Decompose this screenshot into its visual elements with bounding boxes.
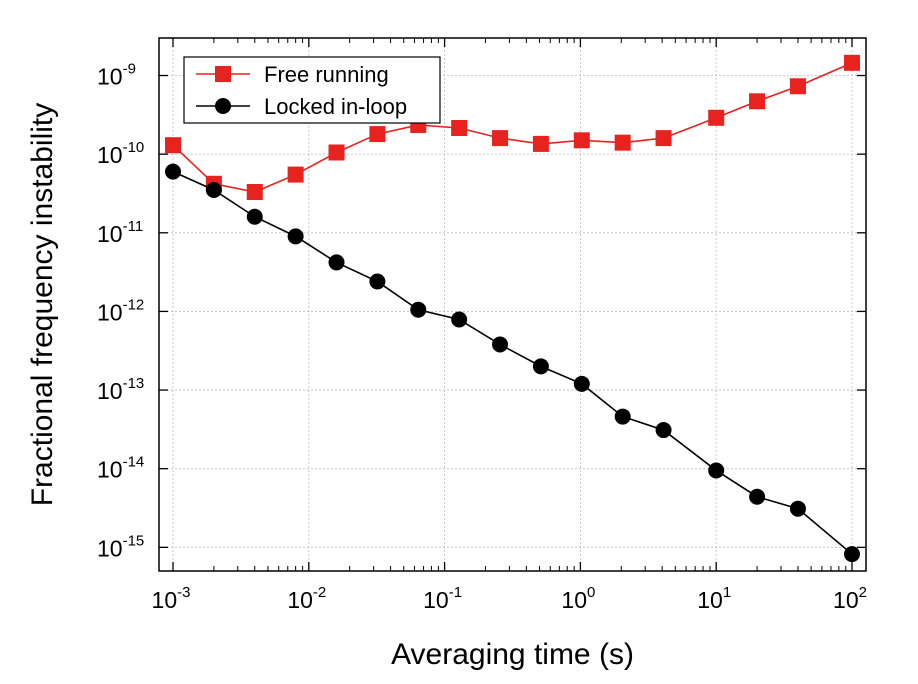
y-tick-label: 10-9 xyxy=(97,61,136,90)
data-point-circle xyxy=(369,273,386,290)
legend-entry: Free running xyxy=(196,62,389,87)
data-point-square xyxy=(844,54,860,71)
data-point-square xyxy=(749,93,766,110)
data-point-circle xyxy=(749,488,766,505)
y-axis-label: Fractional frequency instability xyxy=(26,103,59,507)
data-point-square xyxy=(573,132,590,149)
legend: Free running Locked in-loop xyxy=(183,56,441,124)
x-tick-label: 101 xyxy=(697,584,731,613)
data-point-circle xyxy=(789,500,806,517)
legend-marker-square xyxy=(215,66,231,82)
data-point-circle xyxy=(708,462,725,479)
legend-entries: Free running Locked in-loop xyxy=(196,62,407,119)
ticks xyxy=(159,38,866,571)
y-tick-label: 10-14 xyxy=(97,454,144,483)
data-point-square xyxy=(451,120,468,137)
data-point-square xyxy=(492,130,509,147)
y-tick-label: 10-11 xyxy=(97,218,143,247)
data-point-square xyxy=(789,78,806,95)
data-point-circle xyxy=(410,301,427,318)
y-tick-label: 10-13 xyxy=(97,375,144,404)
data-point-square xyxy=(708,109,725,126)
legend-marker-circle xyxy=(215,98,231,114)
series-layer xyxy=(165,54,860,563)
x-tick-label: 102 xyxy=(833,584,867,613)
y-tick-label: 10-10 xyxy=(97,139,144,168)
x-tick-label: 100 xyxy=(561,584,595,613)
data-point-circle xyxy=(614,408,631,425)
data-point-square xyxy=(287,166,304,183)
data-point-circle xyxy=(287,228,304,245)
legend-label: Locked in-loop xyxy=(264,94,407,119)
data-point-circle xyxy=(165,163,181,180)
data-point-circle xyxy=(532,358,549,375)
data-point-square xyxy=(614,134,631,151)
x-tick-labels: 10-3 10-2 10-1 100 101 102 xyxy=(152,584,867,613)
data-point-square xyxy=(532,135,549,152)
data-point-circle xyxy=(573,375,590,392)
x-tick-label: 10-2 xyxy=(287,584,326,613)
legend-label: Free running xyxy=(264,62,389,87)
data-point-circle xyxy=(451,311,468,328)
x-tick-label: 10-1 xyxy=(423,584,462,613)
data-point-square xyxy=(369,126,386,143)
data-point-circle xyxy=(328,254,345,271)
data-point-circle xyxy=(205,182,222,199)
data-point-square xyxy=(328,144,345,161)
legend-entry: Locked in-loop xyxy=(196,94,407,119)
x-tick-label: 10-3 xyxy=(152,584,191,613)
y-tick-labels: 10-15 10-14 10-13 10-12 10-11 10-10 10-9 xyxy=(97,61,144,562)
data-point-square xyxy=(655,130,672,147)
data-point-circle xyxy=(492,336,509,353)
plot-frame xyxy=(158,37,867,572)
data-point-square xyxy=(246,184,263,201)
series-locked-in-loop xyxy=(165,163,860,563)
x-axis-label: Averaging time (s) xyxy=(391,638,634,671)
data-point-circle xyxy=(246,208,263,225)
y-tick-label: 10-15 xyxy=(97,532,144,561)
data-point-circle xyxy=(844,546,860,563)
data-point-square xyxy=(165,137,181,154)
data-point-circle xyxy=(655,422,672,439)
y-tick-label: 10-12 xyxy=(97,296,144,325)
